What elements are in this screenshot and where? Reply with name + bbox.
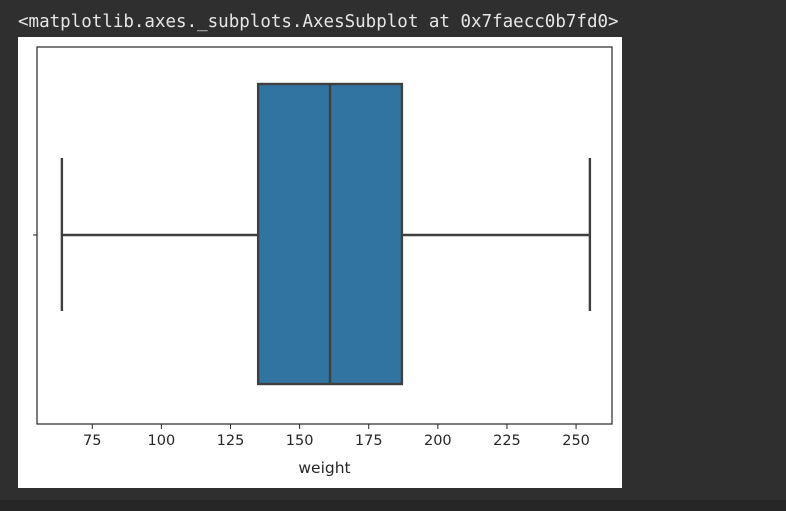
x-axis-label: weight [298, 459, 350, 477]
x-tick-label: 175 [355, 433, 383, 449]
x-tick-label: 225 [493, 433, 521, 449]
output-prompt-marker [0, 8, 14, 28]
figure-canvas: 75 100 125 150 175 200 225 250 weight [18, 37, 622, 488]
output-repr-text: <matplotlib.axes._subplots.AxesSubplot a… [18, 12, 619, 32]
x-tick-label: 75 [83, 433, 101, 449]
x-tick-label: 100 [148, 433, 176, 449]
x-tick-label: 250 [562, 433, 590, 449]
x-axis-ticks: 75 100 125 150 175 200 225 250 [83, 424, 590, 449]
x-tick-label: 200 [424, 433, 452, 449]
cell-bottom-bar [0, 500, 786, 511]
boxplot-chart: 75 100 125 150 175 200 225 250 weight [33, 46, 613, 477]
box-group [60, 82, 592, 386]
x-tick-label: 150 [286, 433, 314, 449]
x-tick-label: 125 [217, 433, 245, 449]
